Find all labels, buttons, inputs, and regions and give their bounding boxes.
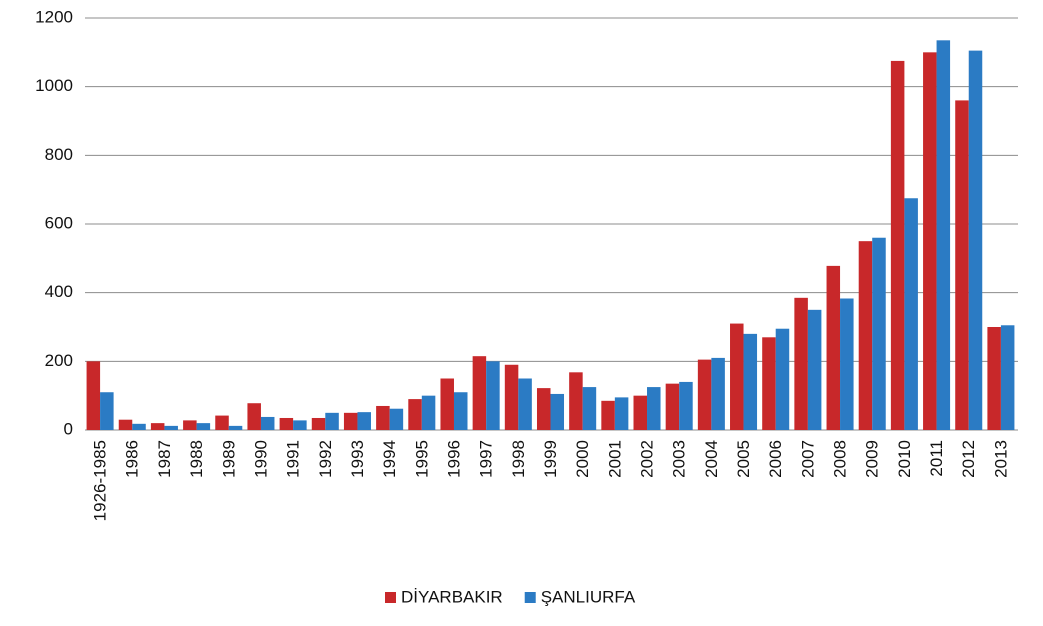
x-tick-label: 1997 xyxy=(477,440,496,478)
x-tick-label: 2007 xyxy=(798,440,817,478)
bar xyxy=(614,397,629,430)
bar xyxy=(582,387,597,430)
bar xyxy=(633,395,648,430)
x-tick-label: 2012 xyxy=(959,440,978,478)
bar xyxy=(858,241,873,430)
x-tick-label: 2008 xyxy=(831,440,850,478)
x-tick-label: 2013 xyxy=(991,440,1010,478)
bar xyxy=(132,423,146,430)
x-tick-label: 2001 xyxy=(605,440,624,478)
bar xyxy=(890,60,905,431)
bar xyxy=(807,309,822,430)
x-tick-label: 2006 xyxy=(766,440,785,478)
bar xyxy=(408,399,422,430)
bar xyxy=(196,423,211,430)
bar xyxy=(100,392,114,430)
x-tick-label: 1998 xyxy=(509,440,528,478)
y-tick-label: 200 xyxy=(45,351,73,370)
x-tick-label: 1926-1985 xyxy=(91,440,110,521)
bar xyxy=(794,297,808,430)
bar xyxy=(936,40,951,431)
x-tick-label: 1986 xyxy=(123,440,142,478)
x-tick-label: 1987 xyxy=(155,440,174,478)
bar xyxy=(311,417,326,430)
bar xyxy=(840,298,854,430)
bar xyxy=(1000,325,1015,430)
legend-label: DİYARBAKIR xyxy=(401,587,503,606)
bar xyxy=(215,415,229,430)
bar xyxy=(164,425,178,430)
x-tick-label: 1991 xyxy=(284,440,303,478)
x-tick-label: 2004 xyxy=(702,440,721,478)
bar xyxy=(569,372,583,430)
legend-swatch xyxy=(524,592,536,603)
bar xyxy=(325,412,339,430)
legend-swatch xyxy=(385,592,396,603)
x-tick-label: 2009 xyxy=(863,440,882,478)
bar xyxy=(150,423,165,430)
bar xyxy=(730,323,744,430)
bar xyxy=(923,52,937,430)
x-tick-label: 2010 xyxy=(895,440,914,478)
y-tick-label: 1000 xyxy=(35,76,73,95)
bar xyxy=(697,359,712,430)
bar xyxy=(279,417,294,430)
bar xyxy=(872,237,886,430)
x-tick-label: 2000 xyxy=(573,440,592,478)
bar xyxy=(228,425,243,430)
bar xyxy=(743,333,758,430)
x-tick-label: 1999 xyxy=(541,440,560,478)
x-tick-label: 2005 xyxy=(734,440,753,478)
bar xyxy=(343,412,358,430)
y-tick-label: 600 xyxy=(45,213,73,232)
bar xyxy=(486,361,500,430)
x-tick-label: 2002 xyxy=(638,440,657,478)
bar xyxy=(826,265,841,430)
y-tick-label: 1200 xyxy=(35,7,73,26)
bar xyxy=(260,416,275,430)
bar xyxy=(183,420,197,430)
bar xyxy=(357,412,371,430)
bar xyxy=(968,50,983,430)
y-tick-label: 400 xyxy=(45,282,73,301)
x-tick-label: 1996 xyxy=(444,440,463,478)
bar xyxy=(440,378,454,430)
bar xyxy=(762,337,776,430)
x-tick-label: 1994 xyxy=(380,440,399,478)
bar xyxy=(453,392,468,430)
bar xyxy=(472,356,487,430)
y-tick-label: 0 xyxy=(64,419,73,438)
bar xyxy=(904,198,918,430)
x-tick-label: 1989 xyxy=(219,440,238,478)
bar xyxy=(247,403,261,430)
bar xyxy=(86,361,101,430)
bar xyxy=(987,327,1001,430)
bar xyxy=(518,378,532,430)
bar xyxy=(647,387,661,430)
bar xyxy=(679,381,693,430)
x-tick-label: 2011 xyxy=(927,440,946,477)
legend-label: ŞANLIURFA xyxy=(541,587,636,606)
bar xyxy=(536,388,551,430)
bar xyxy=(376,405,390,430)
x-tick-label: 1995 xyxy=(412,440,431,478)
x-tick-label: 1988 xyxy=(187,440,206,478)
bar xyxy=(711,357,725,430)
bar xyxy=(550,393,565,430)
bar xyxy=(601,400,615,430)
bar xyxy=(389,408,404,430)
bar xyxy=(421,395,436,430)
y-tick-label: 800 xyxy=(45,145,73,164)
bar xyxy=(665,383,680,430)
bar xyxy=(775,328,790,430)
bar xyxy=(293,420,307,430)
x-tick-label: 1990 xyxy=(251,440,270,478)
x-tick-label: 2003 xyxy=(670,440,689,478)
bar xyxy=(118,419,133,430)
bar xyxy=(504,364,519,430)
x-tick-label: 1993 xyxy=(348,440,367,478)
x-tick-label: 1992 xyxy=(316,440,335,478)
bar xyxy=(955,100,969,431)
